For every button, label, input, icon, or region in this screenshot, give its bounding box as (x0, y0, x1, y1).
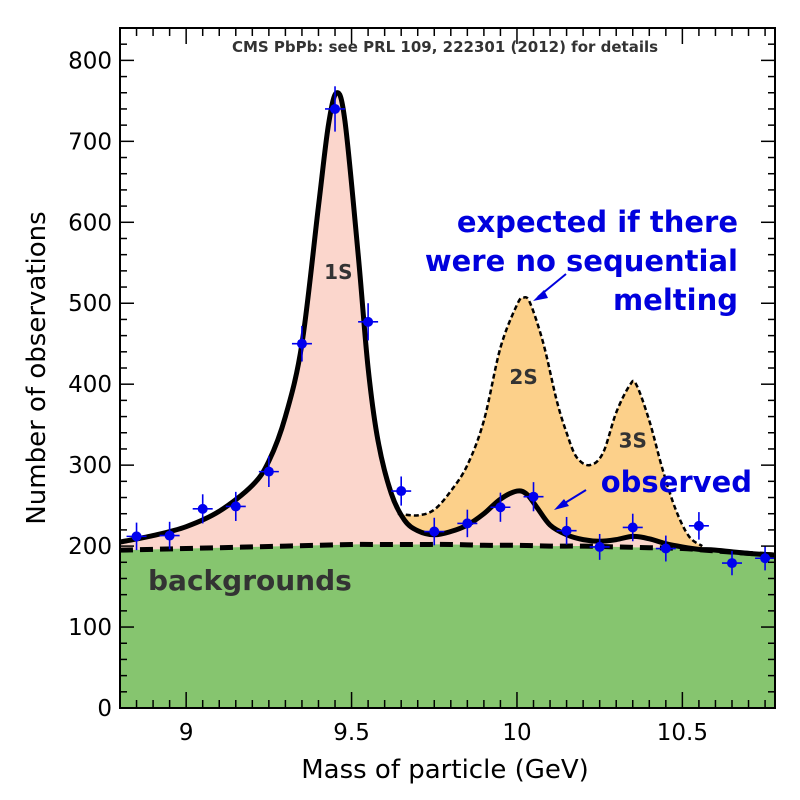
y-tick-label: 800 (68, 48, 112, 74)
data-point (291, 325, 312, 362)
data-marker (230, 501, 241, 512)
expected-arrow-head (533, 290, 548, 301)
data-point (688, 512, 709, 540)
fill-areas (120, 92, 775, 708)
data-point (225, 491, 246, 521)
data-point (556, 516, 577, 545)
data-marker (263, 466, 274, 477)
data-point (589, 533, 610, 560)
data-point (424, 517, 445, 546)
data-marker (164, 530, 175, 541)
expected-annotation-line-2: were no sequential (425, 244, 738, 278)
data-marker (760, 553, 771, 564)
axes: 0 100 200 300 400 500 600 700 800 9 9.5 10 10.5 (68, 27, 776, 746)
y-tick-label: 600 (68, 210, 112, 236)
observed-annotation: observed (601, 465, 752, 499)
data-point (457, 509, 478, 538)
observed-arrow-head (554, 499, 569, 510)
peak-label-3s: 3S (619, 428, 647, 452)
x-tick-label: 10 (502, 720, 531, 746)
expected-annotation-line-3: melting (613, 283, 738, 317)
data-point (358, 303, 379, 341)
data-point (192, 494, 213, 524)
data-marker (131, 531, 142, 542)
data-marker (693, 520, 704, 531)
y-tick-label: 100 (68, 615, 112, 641)
data-marker (296, 338, 307, 349)
y-tick-label: 500 (68, 291, 112, 317)
y-axis-label: Number of observations (22, 211, 52, 524)
data-point (126, 522, 147, 551)
data-point (721, 550, 742, 576)
data-points (126, 86, 776, 576)
data-point (490, 492, 511, 522)
y-tick-label: 200 (68, 534, 112, 560)
peak-label-1s: 1S (324, 260, 352, 284)
peak-label-2s: 2S (509, 365, 537, 389)
data-marker (396, 486, 407, 497)
chart-title: CMS PbPb: see PRL 109, 222301 (2012) for… (232, 38, 658, 56)
data-marker (726, 558, 737, 569)
x-axis-label: Mass of particle (GeV) (301, 755, 589, 785)
data-marker (363, 316, 374, 327)
labels: CMS PbPb: see PRL 109, 222301 (2012) for… (22, 38, 752, 785)
x-tick-label: 9.5 (333, 720, 370, 746)
y-tick-label: 300 (68, 453, 112, 479)
background-fill-area (120, 544, 775, 708)
data-point (391, 476, 412, 506)
data-point (325, 86, 346, 132)
y-tick-label: 400 (68, 372, 112, 398)
data-point (622, 513, 643, 542)
y-tick-label: 700 (68, 129, 112, 155)
data-marker (561, 525, 572, 536)
expected-annotation-line-1: expected if there (457, 205, 738, 239)
expected-fill-area (397, 297, 703, 550)
data-marker (495, 502, 506, 513)
data-marker (594, 541, 605, 552)
y-tick-label: 0 (97, 696, 112, 722)
data-point (755, 546, 776, 571)
backgrounds-label: backgrounds (148, 564, 352, 597)
expected-curve (397, 295, 703, 548)
data-marker (528, 491, 539, 502)
data-marker (197, 503, 208, 514)
x-tick-label: 10.5 (657, 720, 708, 746)
observed-fill-area (120, 92, 775, 555)
data-point (655, 535, 676, 562)
x-tick-label: 9 (179, 720, 194, 746)
data-marker (462, 518, 473, 529)
data-point (159, 521, 180, 550)
data-point (523, 482, 544, 512)
data-marker (627, 522, 638, 533)
data-marker (330, 103, 341, 114)
data-point (258, 456, 279, 487)
data-marker (429, 526, 440, 537)
data-marker (660, 543, 671, 554)
